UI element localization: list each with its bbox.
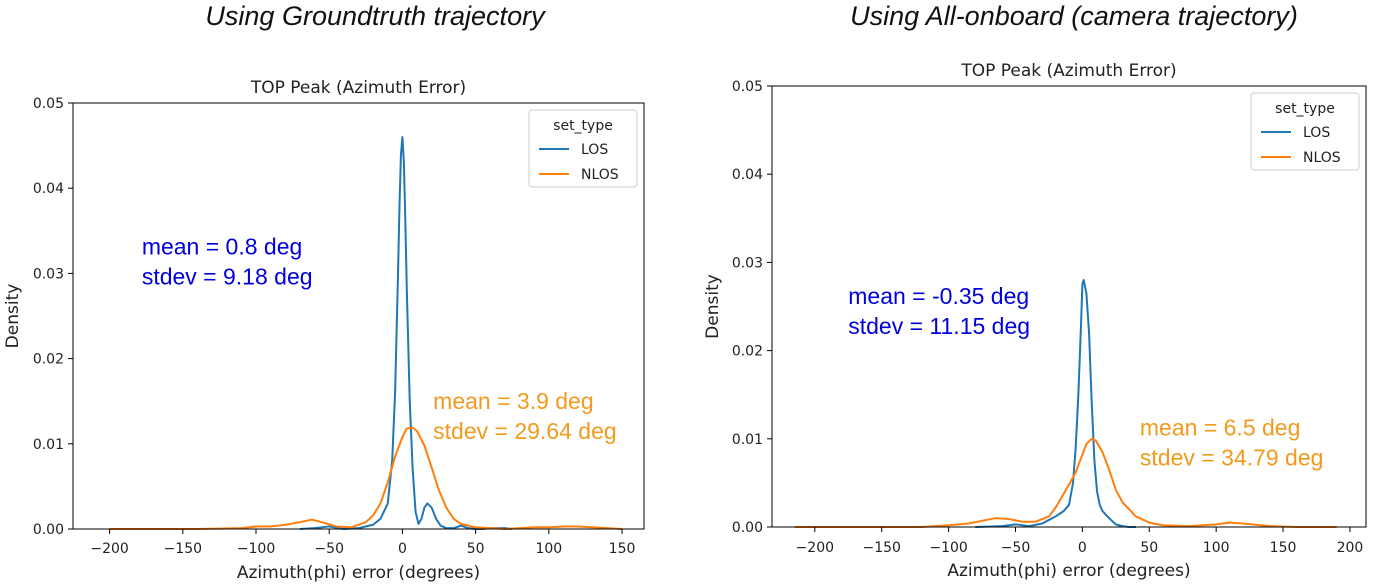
legend-entry-nlos: NLOS xyxy=(1303,150,1341,166)
chart-title: TOP Peak (Azimuth Error) xyxy=(250,78,466,98)
chart-title: TOP Peak (Azimuth Error) xyxy=(960,61,1176,81)
y-tick-label: 0.05 xyxy=(33,96,64,112)
annotation-nlos-stdev: stdev = 29.64 deg xyxy=(433,418,617,444)
y-tick-label: 0.00 xyxy=(33,522,64,538)
annotation-los-stdev: stdev = 9.18 deg xyxy=(142,264,313,290)
x-tick-label: 150 xyxy=(1270,540,1297,556)
y-tick-label: 0.04 xyxy=(33,181,64,197)
x-tick-label: 0 xyxy=(398,541,407,557)
x-tick-label: 50 xyxy=(1140,540,1158,556)
x-tick-label: 50 xyxy=(467,541,485,557)
right-chart: TOP Peak (Azimuth Error) −200 −150 −100 −50 0… xyxy=(703,61,1367,581)
y-tick-label: 0.04 xyxy=(732,167,763,183)
y-tick-label: 0.02 xyxy=(33,352,64,368)
legend: set_type LOS NLOS xyxy=(1250,92,1360,171)
y-tick-label: 0.00 xyxy=(732,520,763,536)
y-tick-label: 0.02 xyxy=(732,344,763,360)
y-tick-label: 0.03 xyxy=(33,266,64,282)
y-tick-label: 0.01 xyxy=(33,437,64,453)
annotation-nlos-mean: mean = 6.5 deg xyxy=(1140,414,1300,440)
legend-box xyxy=(1250,92,1360,171)
series-line-los xyxy=(975,279,1136,528)
legend: set_type LOS NLOS xyxy=(528,109,638,188)
y-axis-label: Density xyxy=(3,284,23,349)
legend-entry-los: LOS xyxy=(1303,125,1330,141)
y-tick-label: 0.05 xyxy=(732,79,763,95)
series-line-los xyxy=(299,136,513,530)
x-axis-label: Azimuth(phi) error (degrees) xyxy=(947,561,1190,581)
left-chart: TOP Peak (Azimuth Error) −200 −150 −100 −50 0… xyxy=(3,78,645,583)
x-tick-label: 100 xyxy=(535,541,562,557)
annotation-nlos-stdev: stdev = 34.79 deg xyxy=(1140,444,1324,470)
x-tick-label: 150 xyxy=(609,541,636,557)
annotation-los-mean: mean = 0.8 deg xyxy=(142,234,302,260)
left-heading: Using Groundtruth trajectory xyxy=(205,1,546,31)
annotation-los-mean: mean = -0.35 deg xyxy=(848,283,1029,309)
x-tick-label: 0 xyxy=(1078,540,1087,556)
x-tick-label: 200 xyxy=(1337,540,1364,556)
x-axis-label: Azimuth(phi) error (degrees) xyxy=(237,563,480,583)
right-heading: Using All-onboard (camera trajectory) xyxy=(850,1,1298,31)
x-tick-label: 100 xyxy=(1203,540,1230,556)
annotation-los-stdev: stdev = 11.15 deg xyxy=(848,313,1030,339)
annotation-nlos-mean: mean = 3.9 deg xyxy=(433,388,593,414)
y-axis-label: Density xyxy=(703,274,723,339)
series-line-nlos xyxy=(794,437,1337,528)
series-line-nlos xyxy=(109,426,623,530)
plot-frame xyxy=(72,102,645,530)
x-tick-label: −200 xyxy=(796,540,834,556)
y-tick-label: 0.03 xyxy=(732,255,763,271)
legend-entry-nlos: NLOS xyxy=(581,167,619,183)
legend-box xyxy=(528,109,638,188)
x-tick-label: −50 xyxy=(314,541,344,557)
legend-title: set_type xyxy=(553,118,613,134)
y-tick-label: 0.01 xyxy=(732,432,763,448)
x-tick-label: −150 xyxy=(164,541,202,557)
x-tick-label: −200 xyxy=(90,541,128,557)
legend-entry-los: LOS xyxy=(581,142,608,158)
legend-title: set_type xyxy=(1275,101,1335,117)
plot-frame xyxy=(771,85,1367,528)
x-tick-label: −100 xyxy=(929,540,967,556)
x-tick-label: −150 xyxy=(862,540,900,556)
x-tick-label: −100 xyxy=(237,541,275,557)
x-tick-label: −50 xyxy=(1001,540,1031,556)
